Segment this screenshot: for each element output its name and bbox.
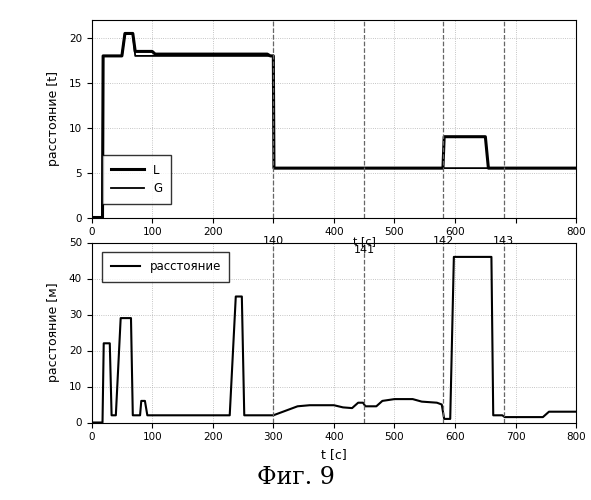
расстояние xyxy=(359,400,366,406)
расстояние xyxy=(226,412,233,418)
расстояние xyxy=(362,404,369,409)
X-axis label: t [с]: t [с] xyxy=(321,448,347,461)
L xyxy=(267,53,274,59)
расстояние xyxy=(238,294,245,300)
расстояние xyxy=(339,404,346,410)
расстояние xyxy=(117,315,124,321)
расстояние xyxy=(241,412,248,418)
расстояние xyxy=(409,396,416,402)
L xyxy=(121,30,128,36)
L xyxy=(441,134,448,140)
Text: 141: 141 xyxy=(353,245,375,255)
G xyxy=(269,53,277,59)
L xyxy=(264,51,271,57)
G xyxy=(264,53,271,59)
расстояние xyxy=(108,412,115,418)
G xyxy=(361,165,368,171)
расстояние xyxy=(144,412,151,418)
G xyxy=(99,214,106,220)
расстояние xyxy=(447,416,454,422)
L xyxy=(152,51,159,57)
L xyxy=(149,48,156,54)
расстояние xyxy=(100,340,108,346)
G xyxy=(129,30,137,36)
расстояние xyxy=(545,408,553,414)
L xyxy=(99,214,106,220)
L xyxy=(88,214,95,220)
Text: 140: 140 xyxy=(263,236,284,246)
G xyxy=(121,30,128,36)
расстояние xyxy=(499,412,506,418)
L xyxy=(269,53,277,59)
L xyxy=(132,48,139,54)
расстояние xyxy=(232,294,239,300)
расстояние xyxy=(138,398,145,404)
расстояние xyxy=(490,412,497,418)
Text: t [с]: t [с] xyxy=(353,236,376,246)
L xyxy=(482,134,489,140)
расстояние xyxy=(112,412,119,418)
расстояние xyxy=(488,254,495,260)
расстояние xyxy=(450,254,457,260)
расстояние xyxy=(269,412,277,418)
расстояние xyxy=(391,396,398,402)
Legend: L, G: L, G xyxy=(102,156,171,204)
G xyxy=(118,53,125,59)
Y-axis label: расстояние [t]: расстояние [t] xyxy=(47,71,60,166)
расстояние xyxy=(373,404,380,409)
L xyxy=(485,165,492,171)
расстояние xyxy=(129,412,137,418)
расстояние xyxy=(150,412,157,418)
расстояние xyxy=(88,420,95,426)
расстояние xyxy=(573,408,580,414)
L xyxy=(118,53,125,59)
Line: G: G xyxy=(92,34,576,218)
расстояние xyxy=(294,404,301,409)
G xyxy=(132,53,139,59)
расстояние xyxy=(418,398,426,404)
G xyxy=(99,53,106,59)
расстояние xyxy=(106,340,113,346)
Line: расстояние: расстояние xyxy=(92,257,576,422)
Line: L: L xyxy=(92,34,576,218)
расстояние xyxy=(330,402,337,408)
расстояние xyxy=(379,398,386,404)
расстояние xyxy=(540,414,547,420)
L xyxy=(129,30,137,36)
L xyxy=(271,165,278,171)
расстояние xyxy=(128,315,135,321)
G xyxy=(88,214,95,220)
расстояние xyxy=(349,405,356,411)
G xyxy=(271,165,278,171)
расстояние xyxy=(438,402,445,407)
расстояние xyxy=(137,412,144,418)
G xyxy=(573,165,580,171)
расстояние xyxy=(149,412,156,418)
расстояние xyxy=(441,416,448,422)
расстояние xyxy=(501,414,508,420)
L xyxy=(361,165,368,171)
расстояние xyxy=(267,412,274,418)
L xyxy=(440,165,447,171)
Legend: расстояние: расстояние xyxy=(102,252,229,282)
расстояние xyxy=(99,420,106,426)
L xyxy=(99,53,106,59)
Y-axis label: расстояние [м]: расстояние [м] xyxy=(47,282,60,382)
L xyxy=(573,165,580,171)
Text: 142: 142 xyxy=(433,236,453,246)
расстояние xyxy=(355,400,362,406)
расстояние xyxy=(306,402,313,408)
расстояние xyxy=(433,400,440,406)
Text: Фиг. 9: Фиг. 9 xyxy=(256,466,335,489)
расстояние xyxy=(141,398,148,404)
Text: 143: 143 xyxy=(493,236,514,246)
